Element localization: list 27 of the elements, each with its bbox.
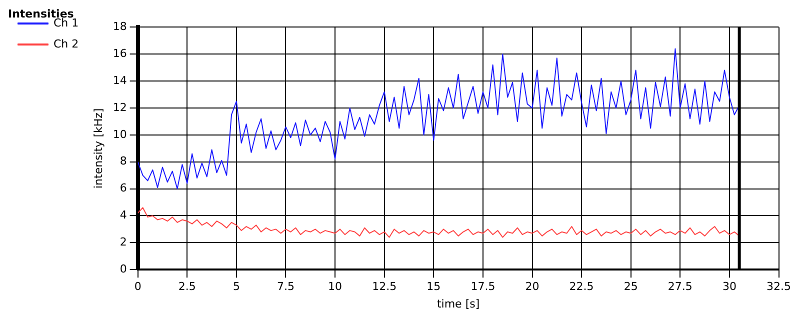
x-tick-label: 5 — [232, 280, 240, 294]
y-tick-label: 12 — [112, 100, 127, 114]
y-tick-label: 0 — [120, 262, 127, 276]
y-tick-label: 16 — [112, 46, 127, 60]
x-tick-label: 0 — [134, 280, 142, 294]
x-tick-label: 27.5 — [668, 280, 692, 294]
x-tick-label: 17.5 — [470, 280, 496, 294]
y-tick-label: 4 — [120, 208, 127, 222]
x-tick-label: 10 — [328, 280, 342, 294]
x-tick-label: 32.5 — [766, 280, 792, 294]
legend-label: Ch 2 — [54, 37, 79, 50]
x-tick-label: 22.5 — [569, 280, 594, 294]
y-tick-label: 8 — [120, 154, 127, 168]
y-tick-label: 18 — [112, 20, 127, 34]
x-tick-label: 7.5 — [276, 280, 294, 294]
x-tick-label: 15 — [426, 280, 441, 294]
x-tick-label: 20 — [525, 280, 540, 294]
y-tick-label: 2 — [120, 236, 127, 249]
x-tick-label: 12.5 — [372, 280, 397, 294]
x-tick-label: 25 — [624, 280, 638, 294]
x-axis-title: time [s] — [436, 297, 480, 310]
y-axis-title: intensity [kHz] — [92, 108, 106, 188]
y-tick-label: 14 — [112, 74, 127, 87]
y-tick-label: 10 — [112, 128, 127, 141]
x-tick-label: 2.5 — [178, 280, 196, 294]
y-tick-label: 6 — [120, 182, 127, 195]
x-tick-label: 30 — [722, 280, 736, 294]
